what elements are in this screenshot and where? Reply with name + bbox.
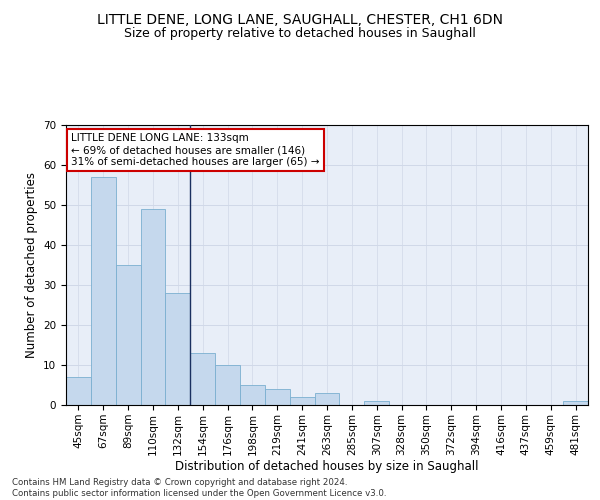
Text: LITTLE DENE LONG LANE: 133sqm
← 69% of detached houses are smaller (146)
31% of : LITTLE DENE LONG LANE: 133sqm ← 69% of d… [71, 134, 320, 166]
Bar [166, 293, 190, 405]
Bar [314, 393, 340, 405]
Bar [190, 353, 215, 405]
Y-axis label: Number of detached properties: Number of detached properties [25, 172, 38, 358]
Bar [265, 389, 290, 405]
Bar [240, 385, 265, 405]
Bar [364, 401, 389, 405]
Bar [91, 177, 116, 405]
Text: Size of property relative to detached houses in Saughall: Size of property relative to detached ho… [124, 28, 476, 40]
Bar [215, 365, 240, 405]
Bar [140, 209, 166, 405]
Text: Contains HM Land Registry data © Crown copyright and database right 2024.
Contai: Contains HM Land Registry data © Crown c… [12, 478, 386, 498]
X-axis label: Distribution of detached houses by size in Saughall: Distribution of detached houses by size … [175, 460, 479, 473]
Bar [66, 377, 91, 405]
Bar [563, 401, 588, 405]
Bar [116, 265, 140, 405]
Bar [290, 397, 314, 405]
Text: LITTLE DENE, LONG LANE, SAUGHALL, CHESTER, CH1 6DN: LITTLE DENE, LONG LANE, SAUGHALL, CHESTE… [97, 12, 503, 26]
